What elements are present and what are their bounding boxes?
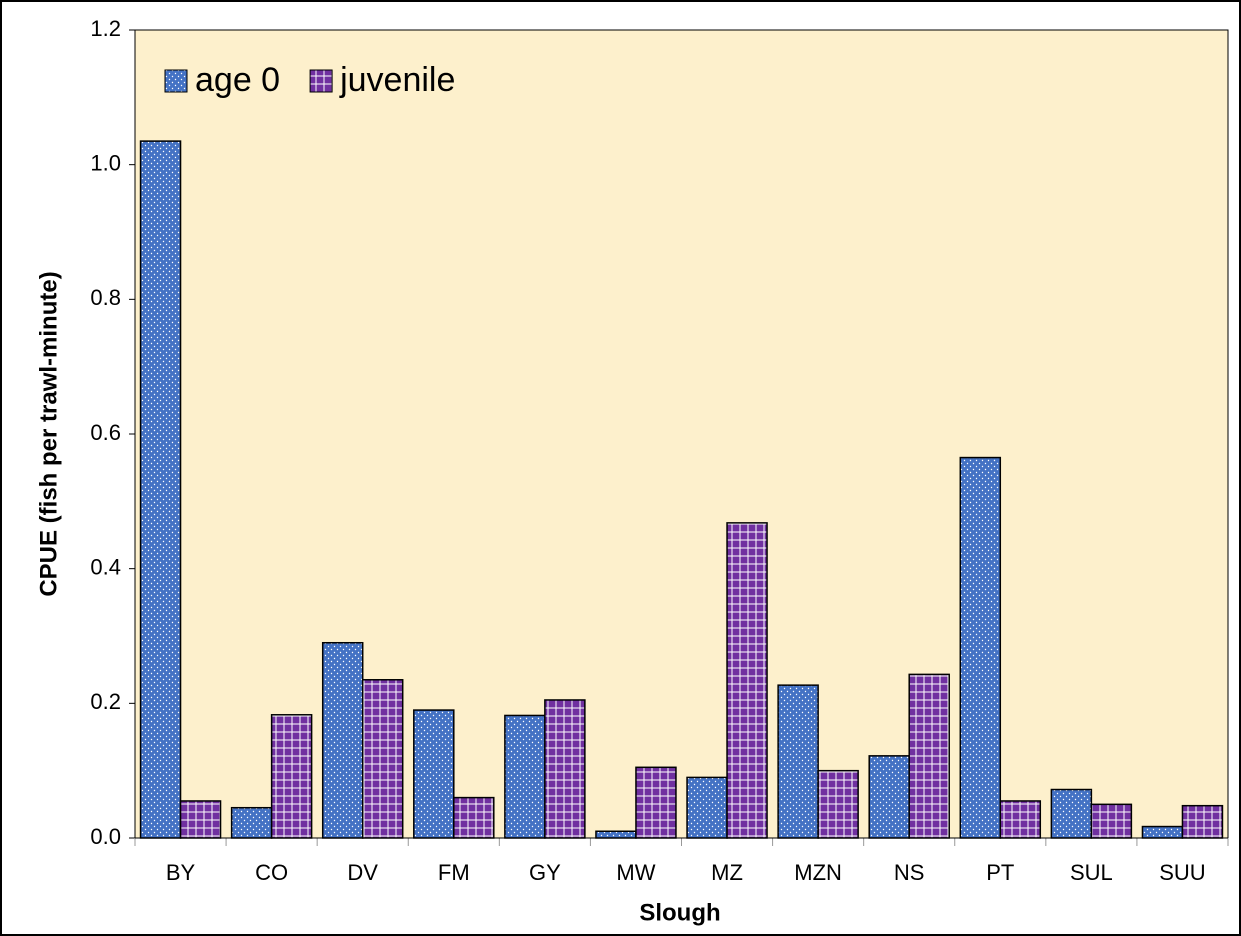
bar (1090, 803, 1133, 839)
x-tick-label: GY (529, 860, 561, 885)
bar (179, 800, 222, 839)
bar (361, 679, 404, 839)
bar (999, 800, 1042, 839)
bar (230, 806, 273, 839)
x-tick-label: MZ (711, 860, 743, 885)
x-tick-label: SUU (1159, 860, 1205, 885)
bar (413, 709, 455, 839)
x-tick-label: DV (347, 860, 378, 885)
x-tick-label: PT (986, 860, 1014, 885)
y-tick-label: 1.2 (90, 16, 121, 41)
bar (1181, 804, 1224, 839)
bar (321, 641, 364, 839)
x-tick-label: NS (894, 860, 925, 885)
y-tick-label: 0.4 (90, 554, 121, 579)
y-tick-label: 0.6 (90, 420, 121, 445)
x-tick-label: SUL (1070, 860, 1113, 885)
bar (139, 140, 182, 839)
bar (635, 766, 677, 839)
y-tick-label: 0.8 (90, 285, 121, 310)
x-tick-label: BY (166, 860, 196, 885)
x-tick-label: CO (255, 860, 288, 885)
bar (817, 769, 859, 839)
bar (908, 673, 950, 839)
bar (544, 699, 586, 839)
plot-area (134, 29, 1229, 839)
bar (453, 796, 495, 839)
bar (726, 522, 768, 839)
bar (504, 714, 546, 839)
legend-swatch (309, 69, 333, 93)
y-tick-label: 1.0 (90, 150, 121, 175)
bar (868, 755, 910, 839)
legend-label: age 0 (195, 61, 280, 99)
x-axis-title: Slough (639, 899, 720, 926)
bar (1141, 825, 1184, 839)
legend-label: juvenile (339, 61, 455, 99)
bar (959, 456, 1002, 839)
legend-swatch (164, 69, 188, 93)
bar (270, 714, 313, 839)
y-axis-title: CPUE (fish per trawl-minute) (35, 271, 62, 596)
y-tick-label: 0.0 (90, 824, 121, 849)
bar (1050, 788, 1093, 839)
bar (686, 776, 728, 839)
x-tick-label: MW (616, 860, 655, 885)
x-tick-label: MZN (794, 860, 842, 885)
x-tick-label: FM (438, 860, 470, 885)
y-tick-label: 0.2 (90, 689, 121, 714)
bar (595, 830, 637, 839)
bar (777, 684, 819, 839)
